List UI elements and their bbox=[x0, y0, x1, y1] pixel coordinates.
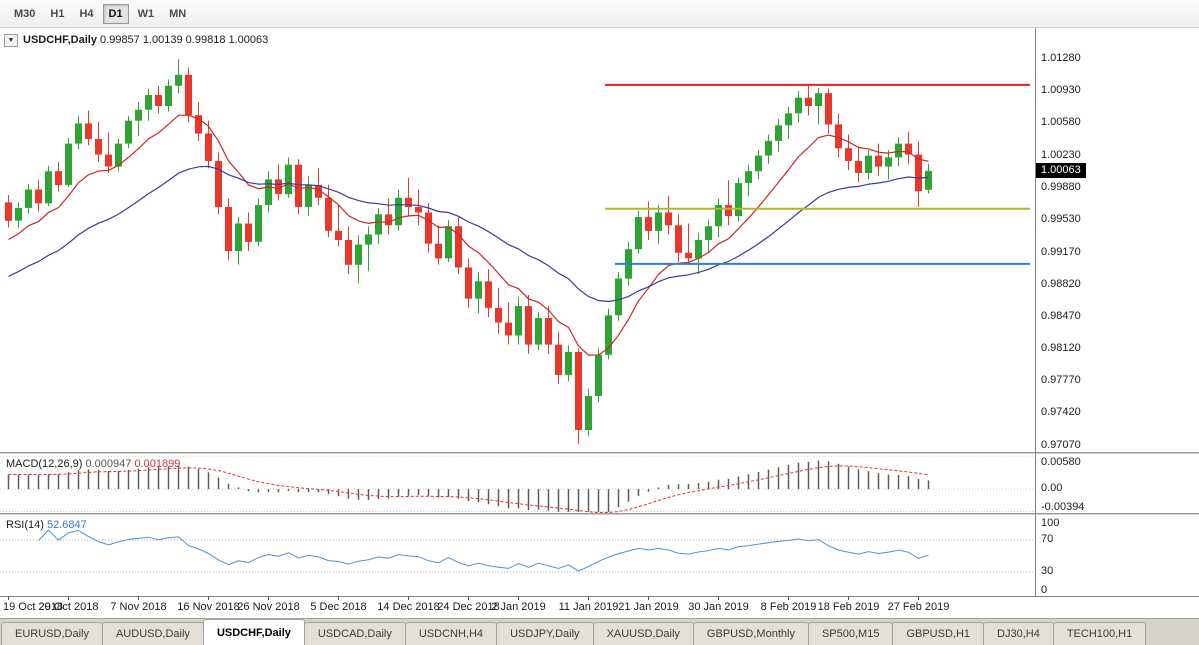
timeframe-button-mn[interactable]: MN bbox=[169, 7, 187, 20]
date-axis-label: 29 Oct 2018 bbox=[38, 601, 99, 613]
rsi-name: RSI(14) bbox=[6, 519, 44, 531]
price-axis-label: 0.98120 bbox=[1041, 342, 1081, 354]
macd-signal-line bbox=[8, 465, 929, 514]
price-axis-label: 1.00930 bbox=[1041, 84, 1081, 96]
date-axis-label: 26 Nov 2018 bbox=[237, 601, 300, 613]
pane-separator[interactable] bbox=[0, 513, 1199, 516]
chart-tab-xauusd-daily[interactable]: XAUUSD,Daily bbox=[592, 622, 694, 645]
chart-ohlc-values: 0.99857 1.00139 0.99818 1.00063 bbox=[100, 34, 269, 46]
rsi-axis-label: 30 bbox=[1041, 565, 1054, 577]
price-axis-label: 0.97770 bbox=[1041, 374, 1081, 386]
chart-tab-usdchf-daily[interactable]: USDCHF,Daily bbox=[202, 619, 305, 645]
date-axis-label: 18 Feb 2019 bbox=[817, 601, 880, 613]
date-axis-label: 11 Jan 2019 bbox=[558, 601, 619, 613]
chevron-down-icon: ▼ bbox=[7, 37, 15, 44]
current-price-badge: 1.00063 bbox=[1036, 163, 1086, 178]
date-axis-label: 21 Jan 2019 bbox=[618, 601, 679, 613]
chart-symbol-label: USDCHF,Daily bbox=[23, 34, 97, 46]
price-axis-label: 0.97420 bbox=[1041, 406, 1081, 418]
price-axis-label: 1.01280 bbox=[1041, 52, 1081, 64]
date-axis-label: 7 Nov 2018 bbox=[110, 601, 167, 613]
chart-title: USDCHF,Daily 0.99857 1.00139 0.99818 1.0… bbox=[23, 34, 268, 46]
rsi-value: 52.6847 bbox=[46, 519, 87, 531]
chart-tab-gbpusd-h1[interactable]: GBPUSD,H1 bbox=[892, 622, 985, 645]
date-axis-label: 2 Jan 2019 bbox=[491, 601, 546, 613]
price-axis-label: 1.00580 bbox=[1041, 116, 1081, 128]
date-axis-label: 14 Dec 2018 bbox=[377, 601, 440, 613]
rsi-axis-label: 70 bbox=[1041, 533, 1054, 545]
price-axis-label: 0.98820 bbox=[1041, 278, 1081, 290]
chart-tab-audusd-daily[interactable]: AUDUSD,Daily bbox=[101, 622, 204, 645]
chart-area[interactable]: ▼ USDCHF,Daily 0.99857 1.00139 0.99818 1… bbox=[0, 28, 1199, 618]
chart-tab-eurusd-daily[interactable]: EURUSD,Daily bbox=[1, 622, 103, 645]
price-axis-label: 0.99880 bbox=[1041, 181, 1081, 193]
macd-name: MACD(12,26,9) bbox=[6, 458, 83, 470]
timeframe-button-h1[interactable]: H1 bbox=[50, 7, 65, 20]
chart-tab-usdcnh-h4[interactable]: USDCNH,H4 bbox=[404, 622, 498, 645]
ma-fast-red bbox=[8, 114, 929, 356]
candles bbox=[5, 59, 932, 444]
rsi-indicator-label: RSI(14) 52.6847 bbox=[6, 519, 87, 531]
price-axis-label: 1.00230 bbox=[1041, 149, 1081, 161]
rsi-line bbox=[38, 529, 929, 572]
rsi-axis-label: 100 bbox=[1041, 517, 1060, 529]
price-axis-label: 0.99170 bbox=[1041, 246, 1081, 258]
date-axis-label: 19 Oct 2018 bbox=[3, 601, 63, 613]
macd-axis-label: 0.00580 bbox=[1041, 456, 1081, 468]
pane-separator[interactable] bbox=[0, 452, 1199, 455]
timeframe-toolbar: M30 H1 H4 D1 W1 MN bbox=[0, 0, 1199, 28]
chart-tab-dj30-h4[interactable]: DJ30,H4 bbox=[983, 622, 1054, 645]
macd-axis-label: -0.00394 bbox=[1041, 501, 1085, 513]
chart-tab-gbpusd-monthly[interactable]: GBPUSD,Monthly bbox=[692, 622, 809, 645]
macd-histogram bbox=[7, 460, 930, 512]
rsi-axis-label: 0 bbox=[1041, 584, 1048, 596]
timeframe-button-m30[interactable]: M30 bbox=[14, 7, 36, 20]
chart-canvas[interactable] bbox=[0, 28, 1199, 618]
macd-value-main: 0.000947 bbox=[85, 458, 132, 470]
date-axis-label: 30 Jan 2019 bbox=[688, 601, 749, 613]
timeframe-button-d1[interactable]: D1 bbox=[102, 3, 129, 24]
ma-slow-navy bbox=[8, 165, 929, 303]
date-axis-label: 16 Nov 2018 bbox=[177, 601, 240, 613]
chart-tab-sp500-m15[interactable]: SP500,M15 bbox=[807, 622, 894, 645]
timeframe-button-w1[interactable]: W1 bbox=[137, 7, 155, 20]
date-axis-label: 8 Feb 2019 bbox=[760, 601, 817, 613]
chart-tab-usdcad-daily[interactable]: USDCAD,Daily bbox=[303, 622, 406, 645]
timeframe-button-h4[interactable]: H4 bbox=[79, 7, 94, 20]
chart-tab-usdjpy-daily[interactable]: USDJPY,Daily bbox=[496, 622, 594, 645]
date-axis-label: 27 Feb 2019 bbox=[887, 601, 950, 613]
macd-axis-label: 0.00 bbox=[1041, 482, 1063, 494]
price-axis-label: 0.97070 bbox=[1041, 439, 1081, 451]
date-axis-label: 5 Dec 2018 bbox=[310, 601, 367, 613]
price-axis-label: 0.99530 bbox=[1041, 213, 1081, 225]
macd-indicator-label: MACD(12,26,9) 0.000947 0.001899 bbox=[6, 458, 180, 470]
date-axis-label: 24 Dec 2018 bbox=[437, 601, 500, 613]
chart-dropdown-icon[interactable]: ▼ bbox=[4, 34, 18, 47]
price-axis-label: 0.98470 bbox=[1041, 310, 1081, 322]
chart-tab-bar: EURUSD,Daily AUDUSD,Daily USDCHF,Daily USDC… bbox=[0, 618, 1199, 645]
macd-value-signal: 0.001899 bbox=[134, 458, 181, 470]
chart-tab-tech100-h1[interactable]: TECH100,H1 bbox=[1052, 622, 1147, 645]
